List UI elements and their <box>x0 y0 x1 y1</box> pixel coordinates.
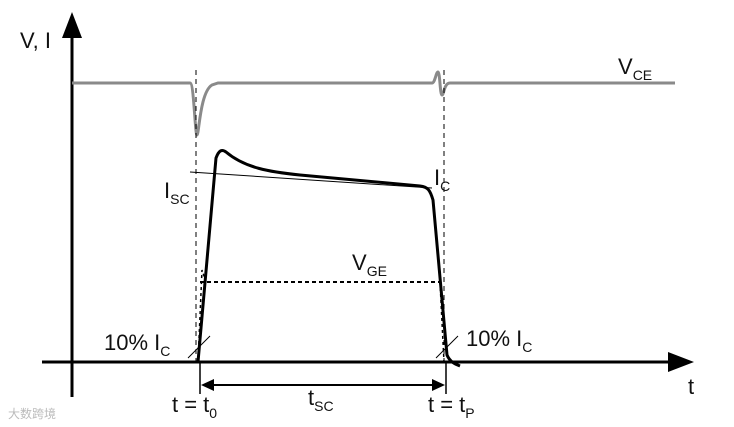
label-subscript: SC <box>170 191 189 207</box>
label: ISC <box>164 178 190 207</box>
label-main: 10% I <box>466 326 522 351</box>
label: 10% IC <box>104 330 170 359</box>
label-main: I <box>434 165 440 190</box>
x-axis-label: t <box>688 374 694 399</box>
label: VCE <box>618 54 652 83</box>
label: tSC <box>308 385 334 414</box>
label: IC <box>434 165 450 194</box>
label: VGE <box>352 250 387 279</box>
label-main: t <box>308 385 314 410</box>
watermark: 大数跨境 <box>8 406 56 421</box>
y-axis-label: V, I <box>20 28 51 53</box>
label-main: V <box>352 250 367 275</box>
ic10-right-tick <box>435 335 459 359</box>
label-subscript: P <box>465 405 474 421</box>
label-subscript: GE <box>367 263 387 279</box>
ic-waveform <box>196 148 461 368</box>
label-main: I <box>164 178 170 203</box>
label-subscript: C <box>522 339 532 355</box>
label-main: 10% I <box>104 330 160 355</box>
label-main: t = t <box>428 392 465 417</box>
label-subscript: C <box>160 343 170 359</box>
label: t = tP <box>428 392 475 421</box>
label: t = t0 <box>172 392 217 421</box>
label: 10% IC <box>466 326 532 355</box>
label-subscript: C <box>440 178 450 194</box>
label-subscript: SC <box>314 398 333 414</box>
label-main: V <box>618 54 633 79</box>
ic10-left-tick <box>187 335 211 359</box>
label-main: t = t <box>172 392 209 417</box>
isc-fit-line <box>189 171 433 189</box>
vge-edges <box>197 269 445 363</box>
x-arrow <box>668 352 694 372</box>
label-subscript: 0 <box>209 405 217 421</box>
y-arrow <box>62 12 82 38</box>
label-subscript: CE <box>633 67 652 83</box>
vce-waveform <box>72 70 675 137</box>
